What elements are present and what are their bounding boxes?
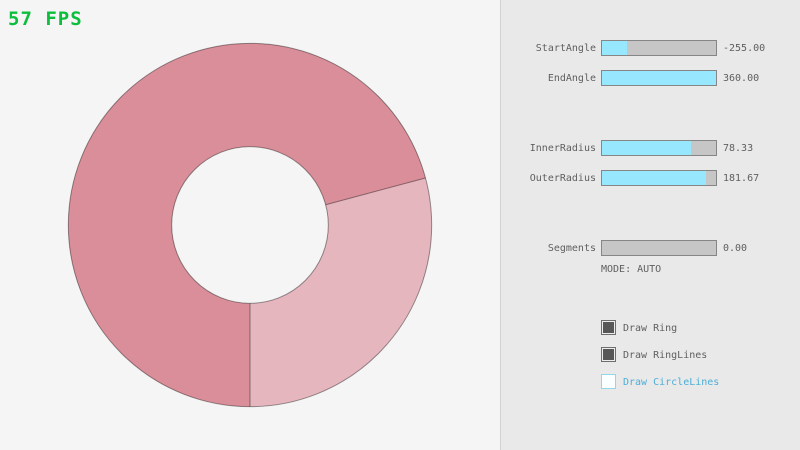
startangle-value: -255.00 xyxy=(723,43,766,54)
checkmark-icon xyxy=(603,349,614,360)
startangle-label: StartAngle xyxy=(535,43,596,54)
innerradius-label: InnerRadius xyxy=(529,143,596,154)
outerradius-slider-row: OuterRadius 181.67 xyxy=(501,170,800,186)
endangle-label: EndAngle xyxy=(547,73,596,84)
controls-panel: StartAngle -255.00 EndAngle 360.00 Inner… xyxy=(500,0,800,450)
startangle-slider-row: StartAngle -255.00 xyxy=(501,40,800,56)
innerradius-slider-fill xyxy=(602,141,692,155)
draw-circlelines-checkbox[interactable] xyxy=(601,374,616,389)
innerradius-value: 78.33 xyxy=(723,143,754,154)
segments-label: Segments xyxy=(547,243,596,254)
endangle-value: 360.00 xyxy=(723,73,760,84)
draw-ring-checkbox[interactable] xyxy=(601,320,616,335)
endangle-slider-row: EndAngle 360.00 xyxy=(501,70,800,86)
outerradius-slider-fill xyxy=(602,171,706,185)
draw-ringlines-checkbox-row: Draw RingLines xyxy=(601,347,800,363)
endangle-slider[interactable] xyxy=(601,70,717,86)
startangle-slider-fill xyxy=(602,41,627,55)
innerradius-slider-row: InnerRadius 78.33 xyxy=(501,140,800,156)
fps-counter: 57 FPS xyxy=(8,8,83,30)
segments-slider[interactable] xyxy=(601,240,717,256)
segments-slider-row: Segments 0.00 xyxy=(501,240,800,256)
outerradius-slider[interactable] xyxy=(601,170,717,186)
outerradius-value: 181.67 xyxy=(723,173,760,184)
segments-mode-label: MODE: AUTO xyxy=(601,264,662,275)
draw-ringlines-checkbox[interactable] xyxy=(601,347,616,362)
segments-value: 0.00 xyxy=(723,243,748,254)
draw-ringlines-label: Draw RingLines xyxy=(623,350,708,361)
draw-circlelines-checkbox-row: Draw CircleLines xyxy=(601,374,800,390)
startangle-slider[interactable] xyxy=(601,40,717,56)
checkmark-icon xyxy=(603,322,614,333)
checkmark-icon xyxy=(603,376,614,387)
draw-ring-checkbox-row: Draw Ring xyxy=(601,320,800,336)
endangle-slider-fill xyxy=(602,71,716,85)
innerradius-slider[interactable] xyxy=(601,140,717,156)
draw-ring-label: Draw Ring xyxy=(623,323,678,334)
ring-canvas xyxy=(67,42,433,408)
outerradius-label: OuterRadius xyxy=(529,173,596,184)
draw-circlelines-label: Draw CircleLines xyxy=(623,377,720,388)
